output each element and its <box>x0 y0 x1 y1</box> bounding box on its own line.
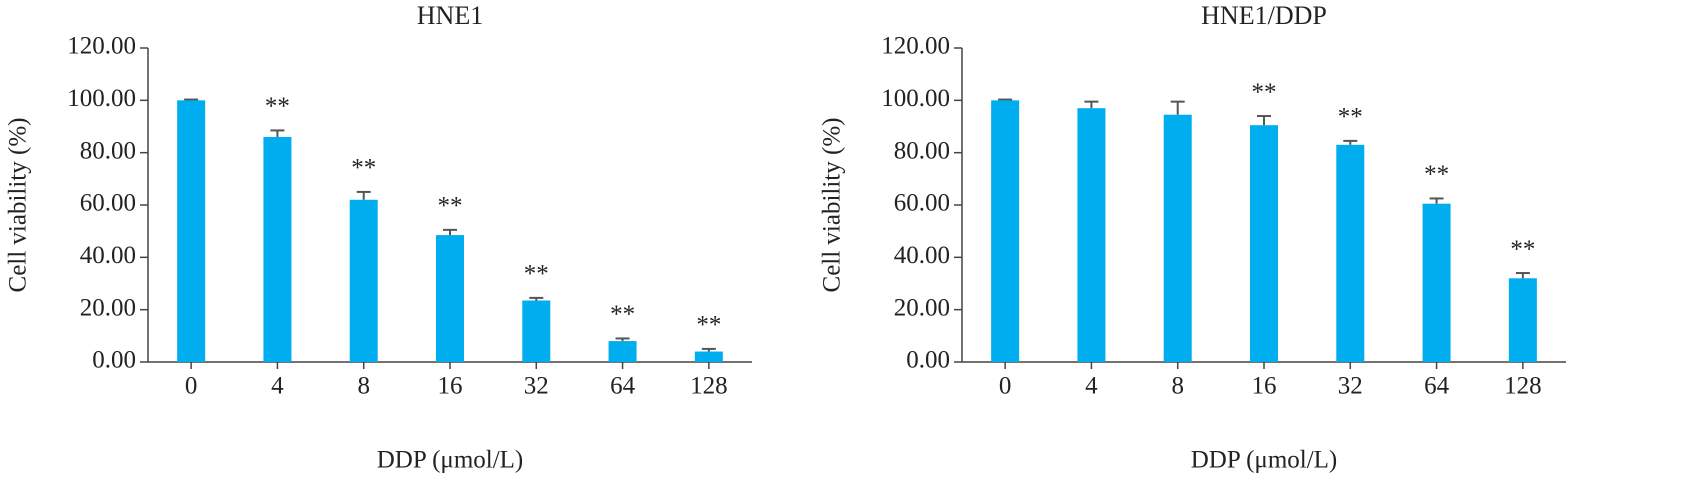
x-tick-label: 128 <box>690 373 728 400</box>
y-tick-label: 120.00 <box>881 33 950 60</box>
bar <box>1250 125 1278 362</box>
x-tick-label: 8 <box>1171 373 1184 400</box>
x-tick-label: 16 <box>438 373 463 400</box>
chart-title: HNE1 <box>417 1 483 30</box>
bar <box>991 100 1020 362</box>
chart-title: HNE1/DDP <box>1201 1 1327 30</box>
significance-label: ** <box>438 193 463 220</box>
y-tick-label: 80.00 <box>80 137 136 164</box>
x-tick-label: 8 <box>357 373 370 400</box>
y-tick-label: 60.00 <box>80 190 136 217</box>
bar <box>1163 114 1192 362</box>
x-axis-label: DDP (μmol/L) <box>1191 447 1338 474</box>
bar <box>1077 108 1106 362</box>
significance-label: ** <box>351 155 376 182</box>
significance-label: ** <box>1338 104 1363 131</box>
bar <box>694 351 723 362</box>
bar <box>1422 203 1451 362</box>
x-tick-label: 4 <box>271 373 284 400</box>
x-tick-label: 64 <box>610 373 636 400</box>
y-tick-label: 60.00 <box>894 190 950 217</box>
bar <box>349 199 378 362</box>
x-tick-label: 16 <box>1252 373 1277 400</box>
bar <box>263 136 292 362</box>
y-axis-label: Cell viability (%) <box>5 118 32 293</box>
x-tick-label: 4 <box>1085 373 1098 400</box>
y-tick-label: 40.00 <box>894 242 950 269</box>
bar <box>1508 278 1537 362</box>
x-tick-label: 64 <box>1424 373 1450 400</box>
bar <box>1336 144 1365 362</box>
y-tick-label: 0.00 <box>906 347 950 374</box>
significance-label: ** <box>610 301 635 328</box>
y-tick-label: 80.00 <box>894 137 950 164</box>
bar <box>608 341 637 362</box>
y-tick-label: 20.00 <box>80 294 136 321</box>
y-tick-label: 40.00 <box>80 242 136 269</box>
bar <box>436 235 464 362</box>
significance-label: ** <box>524 261 549 288</box>
y-axis-label: Cell viability (%) <box>819 118 846 293</box>
bar <box>177 100 206 362</box>
bar <box>522 300 551 362</box>
significance-label: ** <box>1424 161 1449 188</box>
y-tick-label: 0.00 <box>92 347 136 374</box>
y-tick-label: 100.00 <box>67 85 136 112</box>
x-axis-label: DDP (μmol/L) <box>377 447 524 474</box>
y-tick-label: 100.00 <box>881 85 950 112</box>
y-tick-label: 20.00 <box>894 294 950 321</box>
x-tick-label: 32 <box>524 373 549 400</box>
significance-label: ** <box>265 93 290 120</box>
significance-label: ** <box>1510 236 1535 263</box>
x-tick-label: 128 <box>1504 373 1542 400</box>
x-tick-label: 0 <box>999 373 1012 400</box>
x-tick-label: 0 <box>185 373 198 400</box>
y-tick-label: 120.00 <box>67 33 136 60</box>
significance-label: ** <box>696 312 721 339</box>
significance-label: ** <box>1252 79 1277 106</box>
x-tick-label: 32 <box>1338 373 1363 400</box>
